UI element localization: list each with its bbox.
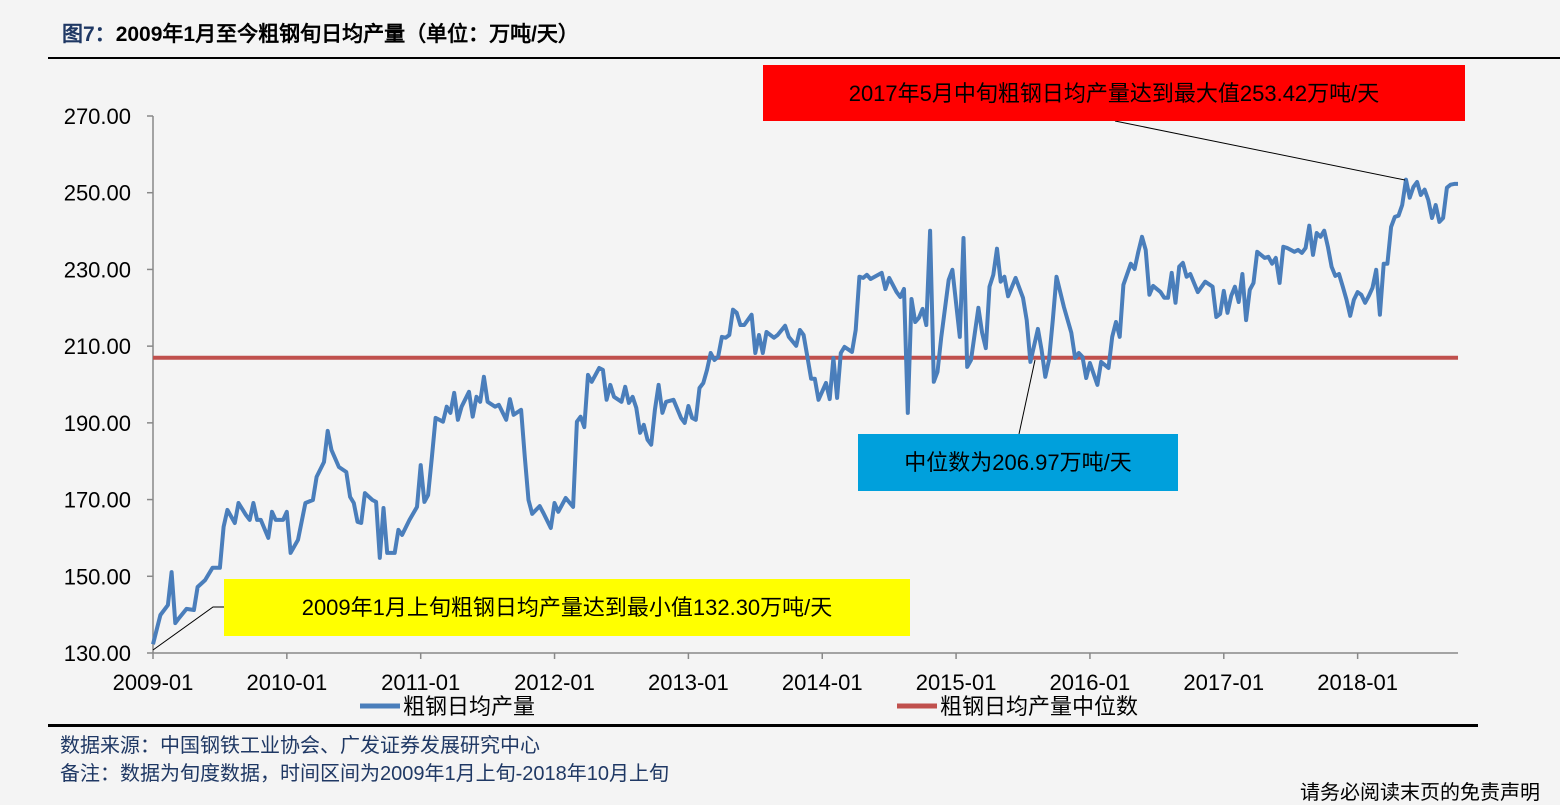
y-tick-label: 270.00 xyxy=(64,104,131,129)
legend-label-series: 粗钢日均产量 xyxy=(403,694,535,719)
y-tick-label: 130.00 xyxy=(64,641,131,666)
x-tick-label: 2011-01 xyxy=(381,670,460,695)
y-tick-label: 250.00 xyxy=(64,181,131,206)
x-tick-label: 2018-01 xyxy=(1317,670,1398,695)
x-tick-label: 2010-01 xyxy=(246,670,327,695)
y-tick-label: 230.00 xyxy=(64,257,131,282)
y-axis: 130.00 150.00 170.00 190.00 210.00 230.00 250.… xyxy=(64,104,153,666)
max-callout-text: 2017年5月中旬粗钢日均产量达到最大值253.42万吨/天 xyxy=(849,81,1380,106)
legend-label-median: 粗钢日均产量中位数 xyxy=(940,694,1138,719)
x-tick-label: 2012-01 xyxy=(514,670,595,695)
x-tick-label: 2014-01 xyxy=(782,670,863,695)
median-callout-text: 中位数为206.97万吨/天 xyxy=(904,450,1131,475)
median-callout-line xyxy=(1019,360,1035,434)
y-tick-label: 170.00 xyxy=(64,488,131,513)
max-callout-line xyxy=(1115,121,1405,180)
legend: 粗钢日均产量 粗钢日均产量中位数 xyxy=(360,694,1138,719)
y-tick-label: 150.00 xyxy=(64,564,131,589)
min-callout-text: 2009年1月上旬粗钢日均产量达到最小值132.30万吨/天 xyxy=(302,595,833,620)
data-points xyxy=(153,179,1458,644)
x-tick-label: 2013-01 xyxy=(648,670,729,695)
x-tick-label: 2015-01 xyxy=(916,670,997,695)
x-tick-label: 2009-01 xyxy=(113,670,194,695)
data-remark: 备注：数据为旬度数据，时间区间为2009年1月上旬-2018年10月上旬 xyxy=(60,757,669,786)
data-source: 数据来源：中国钢铁工业协会、广发证券发展研究中心 xyxy=(60,729,540,758)
y-tick-label: 190.00 xyxy=(64,411,131,436)
x-tick-label: 2016-01 xyxy=(1050,670,1131,695)
series-line-crude-steel-output xyxy=(153,180,1458,645)
x-axis: 2009-01 2010-01 2011-01 2012-01 2013-01 2014-… xyxy=(113,653,1458,695)
disclaimer-link[interactable]: 请务必阅读末页的免责声明 xyxy=(1300,776,1540,805)
x-tick-label: 2017-01 xyxy=(1183,670,1264,695)
y-tick-label: 210.00 xyxy=(64,334,131,359)
footer-divider xyxy=(48,724,1478,727)
